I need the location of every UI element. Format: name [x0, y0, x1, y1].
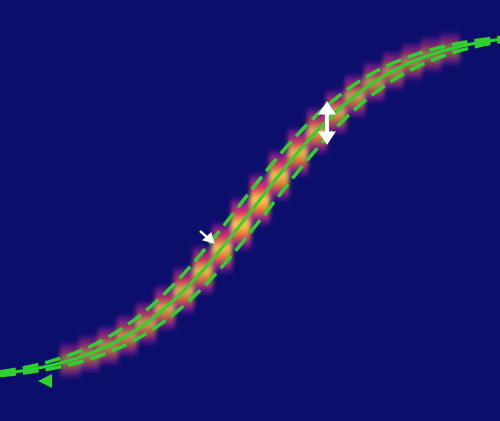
double-arrow	[318, 101, 336, 145]
dashed-bound-lower	[0, 39, 500, 378]
dashed-bound-upper	[0, 35, 500, 374]
small-arrow	[199, 230, 215, 244]
green-arrowhead	[38, 374, 52, 388]
curves	[0, 35, 500, 378]
solid-curve	[0, 37, 500, 376]
